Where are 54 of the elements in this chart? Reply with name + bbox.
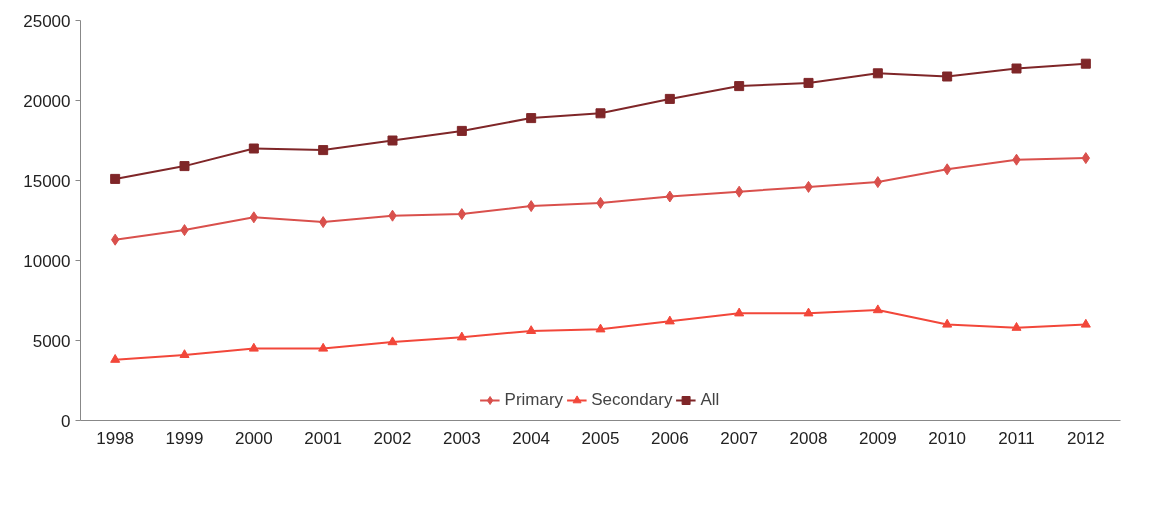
legend-label: Secondary (591, 390, 673, 410)
point (872, 304, 883, 314)
x-tick-label: 2000 (234, 428, 273, 448)
point (1011, 63, 1022, 74)
point (456, 331, 467, 341)
point (1080, 318, 1091, 328)
point (387, 135, 398, 146)
y-tick-label: 5000 (32, 331, 71, 351)
point (803, 307, 814, 317)
point (1080, 58, 1091, 69)
point (248, 143, 259, 154)
point (110, 354, 121, 363)
point (664, 93, 675, 104)
legend-label: All (700, 390, 721, 410)
point (318, 342, 329, 352)
y-tick-label: 0 (61, 411, 71, 431)
x-tick-label: 2009 (858, 428, 897, 448)
point (595, 323, 606, 333)
y-tick-label: 25000 (23, 11, 71, 31)
x-tick-label: 2003 (442, 428, 481, 448)
point (942, 71, 953, 82)
x-tick-label: 2002 (373, 428, 412, 448)
y-tick-label: 10000 (23, 251, 71, 271)
x-tick-label: 1998 (96, 428, 135, 448)
x-tick-label: 2001 (304, 428, 343, 448)
point (526, 113, 537, 124)
point (456, 125, 467, 136)
point (803, 77, 814, 88)
point (664, 315, 675, 325)
x-tick-label: 2007 (720, 428, 759, 448)
point (526, 325, 537, 334)
point (179, 161, 190, 172)
point (942, 318, 953, 328)
point (110, 173, 121, 184)
point (734, 81, 745, 92)
x-tick-label: 2010 (928, 428, 967, 448)
x-tick-label: 2012 (1066, 428, 1105, 448)
legend-label: Primary (504, 390, 564, 410)
x-tick-label: 2004 (512, 428, 551, 448)
point (387, 336, 398, 346)
point (872, 68, 883, 79)
point (248, 342, 259, 352)
y-tick-label: 20000 (23, 91, 71, 111)
x-tick-label: 2008 (789, 428, 828, 448)
point (179, 349, 190, 358)
x-tick-label: 2006 (650, 428, 689, 448)
x-tick-label: 1999 (165, 428, 204, 448)
point (595, 108, 606, 119)
x-tick-label: 2011 (998, 428, 1035, 448)
point (1011, 322, 1022, 331)
point (318, 145, 329, 156)
point (734, 307, 745, 317)
x-tick-label: 2005 (581, 428, 620, 448)
y-tick-label: 15000 (23, 171, 71, 191)
